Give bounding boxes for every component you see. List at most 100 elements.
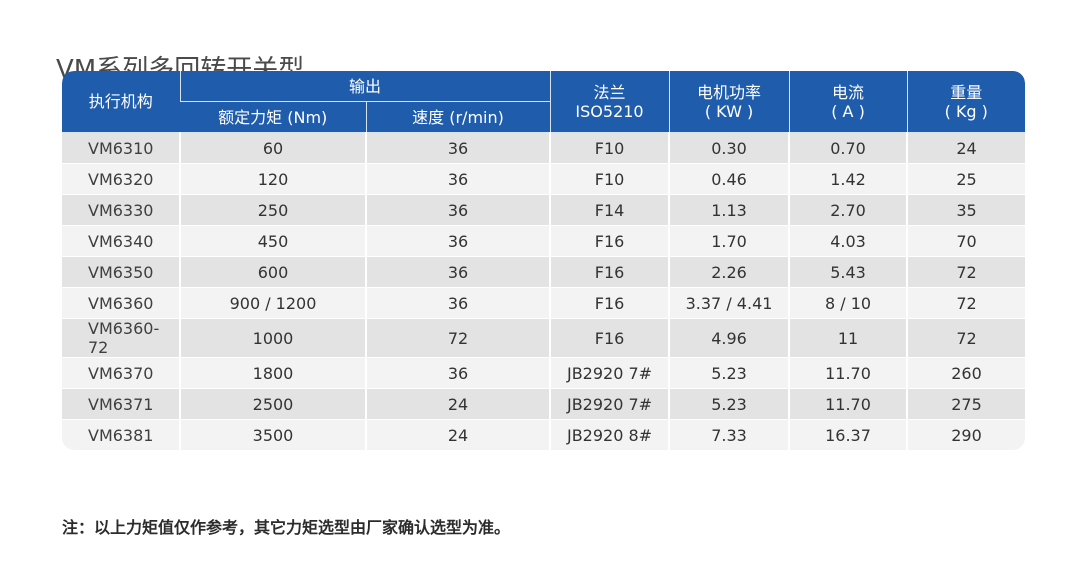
cell-power: 1.70	[668, 225, 790, 257]
cell-flange: F10	[549, 132, 670, 164]
cell-current: 11.70	[788, 357, 908, 389]
cell-speed: 72	[364, 318, 551, 358]
table-body: VM6310 60 36 F10 0.30 0.70 24 VM6320 120 36 F10 0.4…	[62, 132, 1026, 450]
table-row: VM6360 900 / 1200 36 F16 3.37 / 4.41 8 / 10 72	[62, 287, 1026, 319]
cell-current: 11.70	[788, 388, 908, 420]
cell-flange: F16	[549, 318, 670, 358]
cell-power: 7.33	[668, 419, 790, 450]
cell-power: 5.23	[668, 388, 790, 420]
cell-model: VM6360-72	[62, 318, 180, 358]
cell-current: 1.42	[788, 163, 908, 195]
cell-torque: 1000	[179, 318, 366, 358]
header-actuator: 执行机构	[62, 71, 180, 133]
cell-flange: JB2920 7#	[549, 388, 670, 420]
table-row: VM6381 3500 24 JB2920 8# 7.33 16.37 290	[62, 419, 1026, 450]
cell-torque: 1800	[179, 357, 366, 389]
cell-weight: 72	[906, 287, 1026, 319]
cell-flange: F16	[549, 225, 670, 257]
header-power-line1: 电机功率	[697, 82, 762, 102]
header-power: 电机功率 ( KW )	[668, 71, 790, 133]
cell-torque: 450	[179, 225, 366, 257]
header-speed: 速度 (r/min)	[365, 101, 551, 133]
header-flange: 法兰 ISO5210	[549, 71, 670, 133]
header-output-group: 输出	[179, 71, 551, 102]
cell-torque: 60	[179, 132, 366, 164]
cell-current: 0.70	[788, 132, 908, 164]
header-power-line2: ( KW )	[704, 101, 754, 121]
cell-current: 8 / 10	[788, 287, 908, 319]
cell-flange: JB2920 8#	[549, 419, 670, 450]
cell-speed: 36	[364, 225, 551, 257]
table-row: VM6370 1800 36 JB2920 7# 5.23 11.70 260	[62, 357, 1026, 389]
cell-power: 0.30	[668, 132, 790, 164]
header-current: 电流 ( A )	[788, 71, 908, 133]
cell-speed: 36	[364, 163, 551, 195]
footnote: 注：以上力矩值仅作参考，其它力矩选型由厂家确认选型为准。	[62, 518, 511, 537]
cell-speed: 36	[364, 194, 551, 226]
cell-model: VM6330	[62, 194, 180, 226]
cell-flange: F16	[549, 256, 670, 288]
cell-model: VM6381	[62, 419, 180, 450]
cell-torque: 250	[179, 194, 366, 226]
header-torque: 额定力矩 (Nm)	[180, 101, 366, 133]
cell-current: 4.03	[788, 225, 908, 257]
cell-speed: 36	[364, 357, 551, 389]
header-weight: 重量 ( Kg )	[906, 71, 1026, 133]
cell-power: 3.37 / 4.41	[668, 287, 790, 319]
cell-speed: 36	[364, 132, 551, 164]
header-current-line1: 电流	[832, 82, 865, 102]
cell-current: 16.37	[788, 419, 908, 450]
cell-model: VM6320	[62, 163, 180, 195]
cell-speed: 36	[364, 287, 551, 319]
cell-weight: 72	[906, 318, 1026, 358]
cell-speed: 36	[364, 256, 551, 288]
table-header: 执行机构 输出 法兰 ISO5210 电机功率 ( KW ) 电流 ( A ) …	[62, 71, 1026, 133]
table-row: VM6350 600 36 F16 2.26 5.43 72	[62, 256, 1026, 288]
cell-power: 2.26	[668, 256, 790, 288]
cell-power: 0.46	[668, 163, 790, 195]
cell-flange: JB2920 7#	[549, 357, 670, 389]
table-row: VM6371 2500 24 JB2920 7# 5.23 11.70 275	[62, 388, 1026, 420]
table-row: VM6340 450 36 F16 1.70 4.03 70	[62, 225, 1026, 257]
cell-flange: F16	[549, 287, 670, 319]
cell-model: VM6340	[62, 225, 180, 257]
spec-table: 执行机构 输出 法兰 ISO5210 电机功率 ( KW ) 电流 ( A ) …	[62, 71, 1026, 450]
cell-model: VM6370	[62, 357, 180, 389]
cell-model: VM6360	[62, 287, 180, 319]
cell-speed: 24	[364, 419, 551, 450]
cell-weight: 24	[906, 132, 1026, 164]
cell-model: VM6350	[62, 256, 180, 288]
cell-model: VM6371	[62, 388, 180, 420]
table-row: VM6310 60 36 F10 0.30 0.70 24	[62, 132, 1026, 164]
cell-speed: 24	[364, 388, 551, 420]
header-weight-line1: 重量	[950, 82, 983, 102]
cell-torque: 900 / 1200	[179, 287, 366, 319]
cell-torque: 3500	[179, 419, 366, 450]
cell-weight: 70	[906, 225, 1026, 257]
header-flange-line1: 法兰	[593, 82, 626, 102]
cell-weight: 260	[906, 357, 1026, 389]
cell-weight: 72	[906, 256, 1026, 288]
cell-power: 4.96	[668, 318, 790, 358]
cell-flange: F10	[549, 163, 670, 195]
cell-model: VM6310	[62, 132, 180, 164]
cell-torque: 2500	[179, 388, 366, 420]
cell-weight: 25	[906, 163, 1026, 195]
cell-weight: 35	[906, 194, 1026, 226]
cell-current: 11	[788, 318, 908, 358]
table-row: VM6330 250 36 F14 1.13 2.70 35	[62, 194, 1026, 226]
cell-weight: 290	[906, 419, 1026, 450]
cell-flange: F14	[549, 194, 670, 226]
cell-current: 2.70	[788, 194, 908, 226]
cell-torque: 120	[179, 163, 366, 195]
table-row: VM6360-72 1000 72 F16 4.96 11 72	[62, 318, 1026, 358]
cell-weight: 275	[906, 388, 1026, 420]
cell-torque: 600	[179, 256, 366, 288]
header-current-line2: ( A )	[831, 101, 865, 121]
cell-power: 5.23	[668, 357, 790, 389]
cell-current: 5.43	[788, 256, 908, 288]
header-flange-line2: ISO5210	[575, 101, 644, 121]
cell-power: 1.13	[668, 194, 790, 226]
table-row: VM6320 120 36 F10 0.46 1.42 25	[62, 163, 1026, 195]
header-weight-line2: ( Kg )	[944, 101, 988, 121]
